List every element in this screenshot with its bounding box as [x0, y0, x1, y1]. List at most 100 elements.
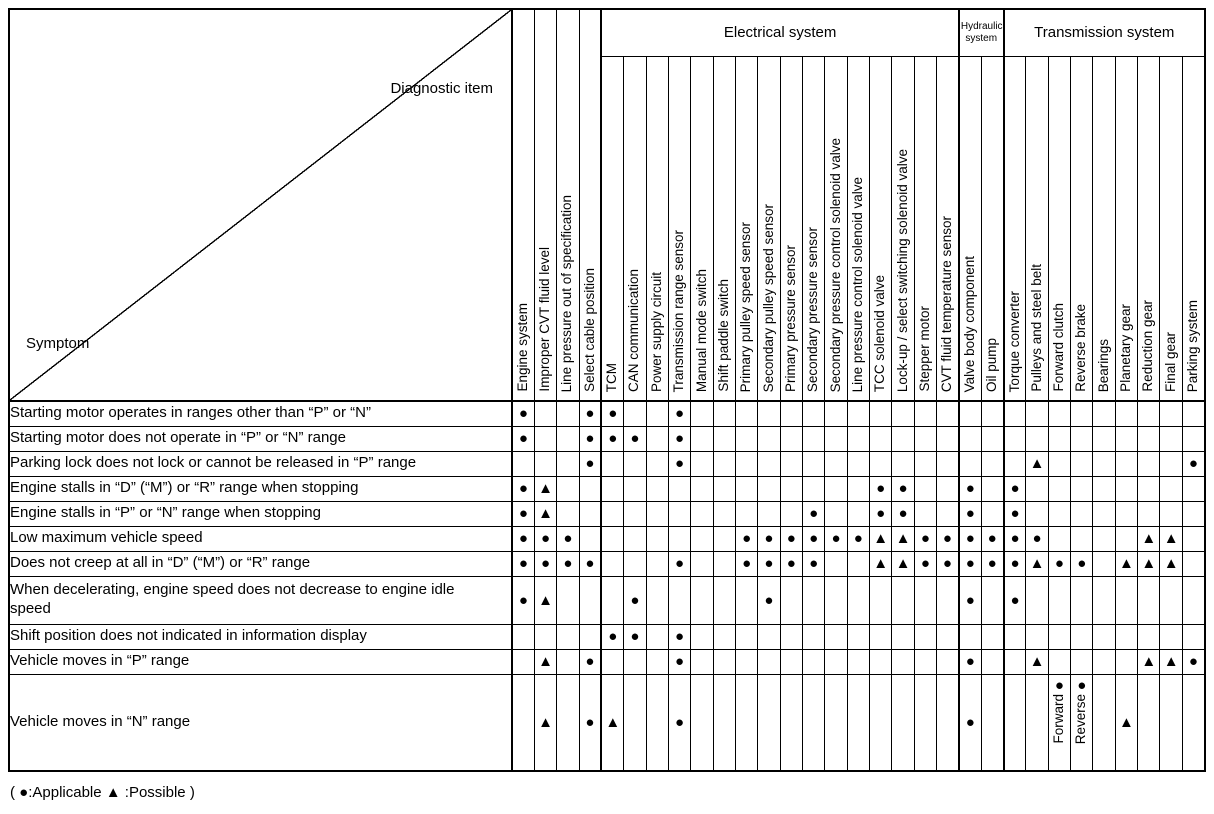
symptom-diagnostic-table: Diagnostic item Symptom Engine system Imp… — [8, 8, 1206, 772]
symptom-cell: Engine stalls in “P” or “N” range when s… — [8, 500, 513, 527]
mark-cell — [600, 475, 625, 502]
column-header: Improper CVT fluid level — [533, 8, 558, 402]
mark-cell — [846, 475, 871, 502]
mark-cell — [712, 525, 736, 552]
mark-cell — [1047, 400, 1072, 427]
column-header: Forward clutch — [1047, 55, 1072, 402]
column-header-row: TCM CAN communication Power supply circuit… — [9, 55, 1206, 402]
symptom-cell: Engine stalls in “D” (“M”) or “R” range … — [8, 475, 513, 502]
mark-cell: ● — [734, 525, 759, 552]
symptom-row: Engine stalls in “D” (“M”) or “R” range … — [8, 475, 1206, 502]
direction-mark-stack: ● Reverse — [1072, 675, 1092, 744]
mark-cell — [734, 450, 759, 477]
mark-cell: ● — [980, 525, 1005, 552]
mark-cell — [980, 575, 1005, 625]
mark-cell — [1114, 648, 1139, 675]
mark-cell: ● — [957, 525, 982, 552]
mark-cell — [891, 623, 915, 650]
mark-cell — [846, 673, 871, 772]
column-header-label: Planetary gear — [1118, 304, 1134, 392]
mark-cell — [936, 450, 960, 477]
mark-cell — [1025, 575, 1049, 625]
mark-cell — [667, 525, 692, 552]
mark-cell — [1070, 400, 1094, 427]
mark-cell — [1137, 400, 1161, 427]
mark-cell — [533, 623, 558, 650]
symptom-text: Low maximum vehicle speed — [10, 529, 203, 547]
mark-cell: ● — [667, 425, 692, 452]
symptom-cell: Does not creep at all in “D” (“M”) or “R… — [8, 550, 513, 577]
mark-cell — [846, 500, 871, 527]
mark-cell — [1025, 500, 1049, 527]
symptom-row: Engine stalls in “P” or “N” range when s… — [8, 500, 1206, 527]
mark-cell — [846, 425, 871, 452]
column-header: Shift paddle switch — [712, 55, 736, 402]
column-header-label: CVT fluid temperature sensor — [939, 215, 955, 392]
mark-cell — [1137, 673, 1161, 772]
mark-cell — [1092, 400, 1116, 427]
column-header-label: Torque converter — [1006, 290, 1022, 392]
mark-cell: ● — [600, 623, 625, 650]
column-header-label: Secondary pressure control solenoid valv… — [827, 137, 843, 392]
mark-cell — [556, 400, 580, 427]
mark-cell — [1114, 500, 1139, 527]
mark-cell: ● — [510, 500, 535, 527]
mark-cell — [578, 500, 602, 527]
mark-cell: ● — [1002, 525, 1027, 552]
mark-cell — [645, 500, 669, 527]
column-header-label: Parking system — [1184, 299, 1200, 392]
column-header-label: Secondary pulley speed sensor — [760, 203, 776, 392]
column-header: Engine system — [510, 8, 535, 402]
mark-cell — [1092, 425, 1116, 452]
mark-cell: ● — [757, 525, 781, 552]
mark-cell: ▲ — [533, 475, 558, 502]
mark-cell: ● — [1002, 550, 1027, 577]
mark-cell — [913, 400, 938, 427]
mark-cell — [1047, 623, 1072, 650]
column-header: Valve body component — [957, 55, 982, 402]
symptom-cell: Vehicle moves in “P” range — [8, 648, 513, 675]
group-header: Electrical system — [600, 8, 960, 57]
mark-cell: ● — [578, 550, 602, 577]
mark-cell: ● — [1002, 475, 1027, 502]
mark-cell: ● — [980, 550, 1005, 577]
mark-cell — [1092, 673, 1116, 772]
mark-cell — [1047, 525, 1072, 552]
mark-cell — [1181, 550, 1206, 577]
mark-cell — [1047, 425, 1072, 452]
column-header-label: Pulleys and steel belt — [1028, 264, 1044, 392]
symptom-row: Vehicle moves in “N” range ▲ ● ▲ ● ● ● Forward ●… — [8, 673, 1206, 772]
column-header-label: Primary pulley speed sensor — [738, 221, 754, 392]
column-header: Power supply circuit — [645, 55, 669, 402]
mark-cell — [1181, 400, 1206, 427]
mark-cell — [757, 475, 781, 502]
mark-cell — [891, 575, 915, 625]
symptom-label: Symptom — [26, 335, 90, 352]
mark-cell — [757, 450, 781, 477]
mark-cell — [779, 450, 803, 477]
mark-cell — [779, 500, 803, 527]
mark-cell — [980, 475, 1005, 502]
mark-cell — [734, 623, 759, 650]
mark-cell — [1070, 525, 1094, 552]
mark-cell — [533, 425, 558, 452]
mark-cell: ● — [1181, 648, 1206, 675]
mark-cell: ● — [936, 550, 960, 577]
mark-cell: ● — [556, 550, 580, 577]
mark-cell: ● — [667, 648, 692, 675]
applicable-mark: ● — [1054, 676, 1064, 694]
mark-cell: ● — [667, 450, 692, 477]
mark-cell: ● — [779, 525, 803, 552]
mark-cell: ▲ — [1025, 450, 1049, 477]
mark-cell — [1070, 475, 1094, 502]
mark-cell: ● — [578, 400, 602, 427]
mark-cell: ● — [868, 475, 893, 502]
mark-cell — [936, 623, 960, 650]
mark-cell — [1159, 475, 1183, 502]
mark-cell — [1070, 450, 1094, 477]
mark-cell — [779, 425, 803, 452]
mark-cell — [1137, 475, 1161, 502]
column-header: Reduction gear — [1137, 55, 1161, 402]
mark-cell — [846, 575, 871, 625]
symptom-cell: Starting motor does not operate in “P” o… — [8, 425, 513, 452]
